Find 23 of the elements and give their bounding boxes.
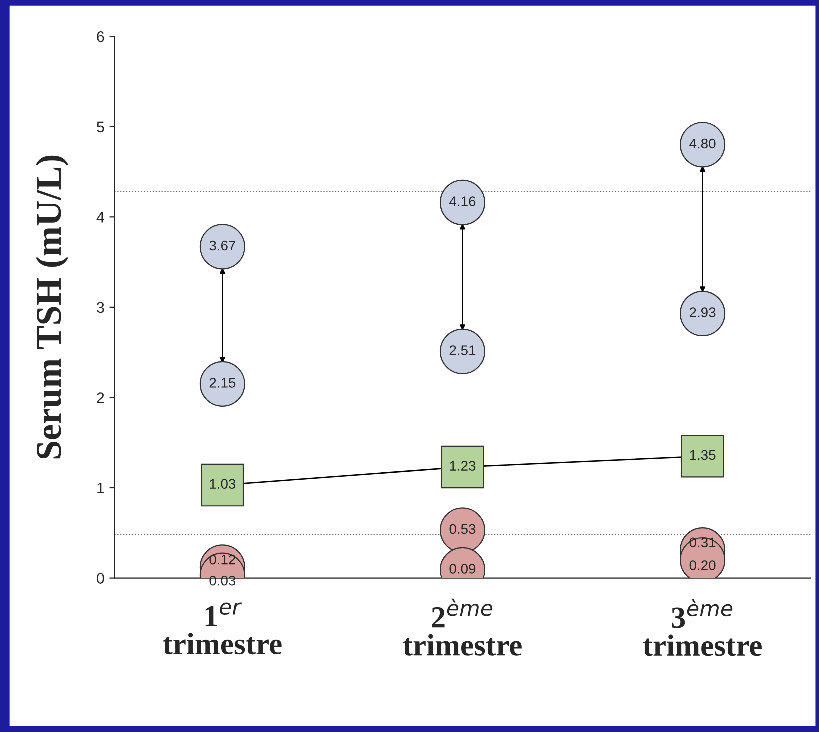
y-axis-title: Serum TSH (mU/L) bbox=[36, 156, 69, 459]
data-label: 0.53 bbox=[450, 524, 476, 534]
data-label: 1.35 bbox=[690, 450, 716, 460]
x-tick-label: 3$^{ème}$ trimestre bbox=[643, 599, 762, 656]
x-tick-label: 1$^{er}$ trimestre bbox=[163, 602, 282, 655]
y-tick-label: 3 bbox=[97, 302, 104, 314]
y-tick-label: 5 bbox=[97, 122, 104, 133]
data-label: 2.51 bbox=[450, 346, 476, 356]
data-label: 2.15 bbox=[210, 378, 236, 388]
data-label: 4.80 bbox=[690, 138, 716, 149]
y-tick-label: 0 bbox=[97, 573, 104, 584]
y-tick-label: 6 bbox=[97, 31, 104, 42]
y-tick-label: 4 bbox=[96, 212, 104, 223]
x-tick-label: 2$^{ème}$ trimestre bbox=[403, 598, 522, 656]
data-label: 1.03 bbox=[210, 479, 236, 490]
data-label: 1.23 bbox=[450, 461, 476, 471]
data-label: 0.20 bbox=[690, 560, 716, 570]
data-label: 2.93 bbox=[690, 308, 716, 318]
data-label: 0.31 bbox=[690, 538, 716, 548]
y-tick-label: 1 bbox=[98, 483, 104, 494]
data-label: 4.16 bbox=[450, 196, 476, 206]
data-label: 3.67 bbox=[210, 240, 236, 251]
y-tick-label: 2 bbox=[97, 392, 104, 404]
